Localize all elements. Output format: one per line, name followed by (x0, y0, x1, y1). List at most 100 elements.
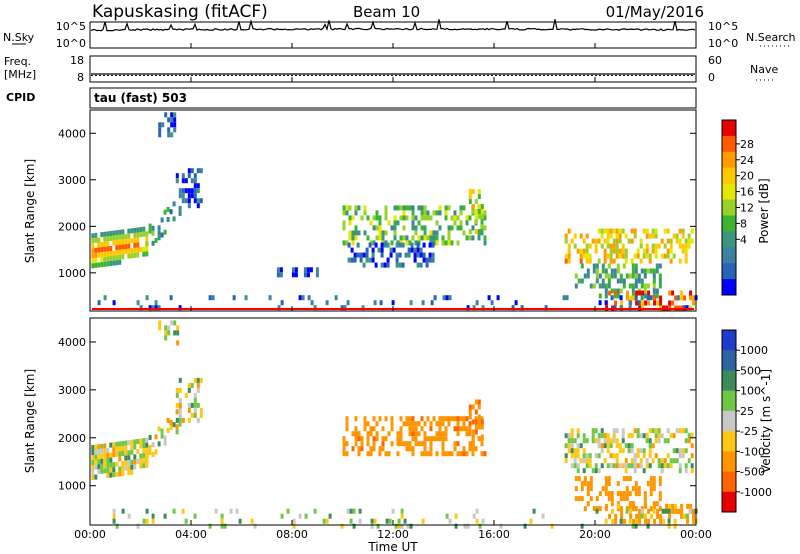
heatmap-cell (103, 241, 107, 247)
heatmap-cell (365, 257, 369, 263)
heatmap-cell (650, 513, 654, 519)
heatmap-cell (425, 262, 429, 268)
heatmap-cell (635, 290, 639, 296)
heatmap-cell (118, 466, 122, 472)
heatmap-cell (411, 436, 415, 442)
heatmap-cell (121, 234, 125, 240)
heatmap-cell (118, 259, 122, 265)
heatmap-cell (106, 473, 110, 478)
heatmap-cell (624, 468, 628, 474)
heatmap-cell (100, 247, 104, 253)
heatmap-cell (634, 491, 638, 497)
heatmap-cell (124, 445, 128, 451)
heatmap-cell (666, 238, 670, 244)
heatmap-cell (411, 225, 415, 231)
heatmap-cell (426, 436, 430, 442)
heatmap-cell (454, 513, 458, 519)
heatmap-cell (666, 438, 670, 444)
heatmap-cell (633, 253, 637, 259)
heatmap-cell (421, 300, 425, 306)
heatmap-cell (100, 468, 104, 474)
heatmap-cell (164, 325, 168, 331)
heatmap-cell (511, 305, 515, 311)
heatmap-cell (145, 236, 149, 242)
heatmap-cell (408, 446, 412, 452)
heatmap-cell (139, 443, 143, 449)
heatmap-cell (441, 446, 445, 452)
heatmap-cell (351, 230, 355, 236)
heatmap-cell (675, 233, 679, 239)
heatmap-cell (354, 210, 358, 216)
heatmap-cell (576, 443, 580, 449)
heatmap-cell (447, 230, 451, 236)
heatmap-cell (612, 438, 616, 444)
heatmap-cell (409, 523, 413, 529)
heatmap-cell (358, 518, 362, 524)
x-tick-label: 12:00 (377, 528, 409, 541)
heatmap-cell (628, 283, 632, 289)
heatmap-cell (678, 228, 682, 234)
heatmap-cell (250, 518, 254, 524)
heatmap-cell (652, 283, 656, 289)
heatmap-cell (328, 513, 332, 519)
heatmap-cell (465, 215, 469, 221)
heatmap-cell (160, 232, 164, 238)
heatmap-cell (601, 283, 605, 289)
heatmap-cell (573, 438, 577, 444)
heatmap-cell (142, 463, 146, 469)
x-tick-label: 20:00 (579, 528, 611, 541)
heatmap-cell (631, 263, 635, 269)
heatmap-cell (411, 215, 415, 221)
heatmap-cell (626, 295, 630, 301)
heatmap-cell (372, 225, 376, 231)
heatmap-cell (94, 237, 98, 243)
heatmap-cell (656, 508, 660, 514)
heatmap-cell (178, 421, 182, 427)
heatmap-cell (431, 252, 435, 258)
heatmap-cell (686, 518, 690, 524)
heatmap-cell (657, 428, 661, 434)
heatmap-cell (675, 238, 679, 244)
heatmap-cell (351, 240, 355, 246)
heatmap-cell (631, 288, 635, 294)
heatmap-cell (625, 486, 629, 492)
heatmap-cell (151, 240, 155, 246)
heatmap-cell (423, 230, 427, 236)
heatmap-cell (477, 419, 481, 425)
heatmap-cell (357, 446, 361, 452)
heatmap-cell (678, 453, 682, 459)
heatmap-cell (483, 451, 487, 457)
heatmap-cell (405, 205, 409, 211)
heatmap-cell (232, 295, 236, 301)
heatmap-cell (680, 290, 684, 296)
colorbar-tick-label: 500 (740, 364, 761, 377)
heatmap-cell (634, 486, 638, 492)
heatmap-cell (375, 235, 379, 241)
heatmap-cell (564, 253, 568, 259)
heatmap-cell (366, 441, 370, 447)
heatmap-cell (112, 452, 116, 458)
heatmap-cell (187, 173, 191, 179)
heatmap-cell (97, 262, 101, 268)
heatmap-cell (633, 463, 637, 469)
heatmap-cell (583, 481, 587, 487)
heatmap-cell (644, 518, 648, 524)
heatmap-cell (652, 476, 656, 482)
heatmap-cell (342, 220, 346, 226)
heatmap-cell (643, 293, 647, 299)
heatmap-cell (387, 220, 391, 226)
heatmap-cell (631, 273, 635, 279)
heatmap-cell (646, 481, 650, 487)
heatmap-cell (345, 421, 349, 427)
heatmap-cell (624, 443, 628, 449)
heatmap-cell (133, 464, 137, 470)
cpid-label: CPID (6, 91, 35, 104)
heatmap-cell (610, 491, 614, 497)
heatmap-cell (169, 209, 173, 215)
heatmap-cell (178, 387, 182, 393)
heatmap-cell (411, 426, 415, 432)
heatmap-cell (193, 392, 197, 398)
heatmap-cell (395, 252, 399, 258)
heatmap-cell (426, 451, 430, 457)
heatmap-cell (610, 288, 614, 294)
